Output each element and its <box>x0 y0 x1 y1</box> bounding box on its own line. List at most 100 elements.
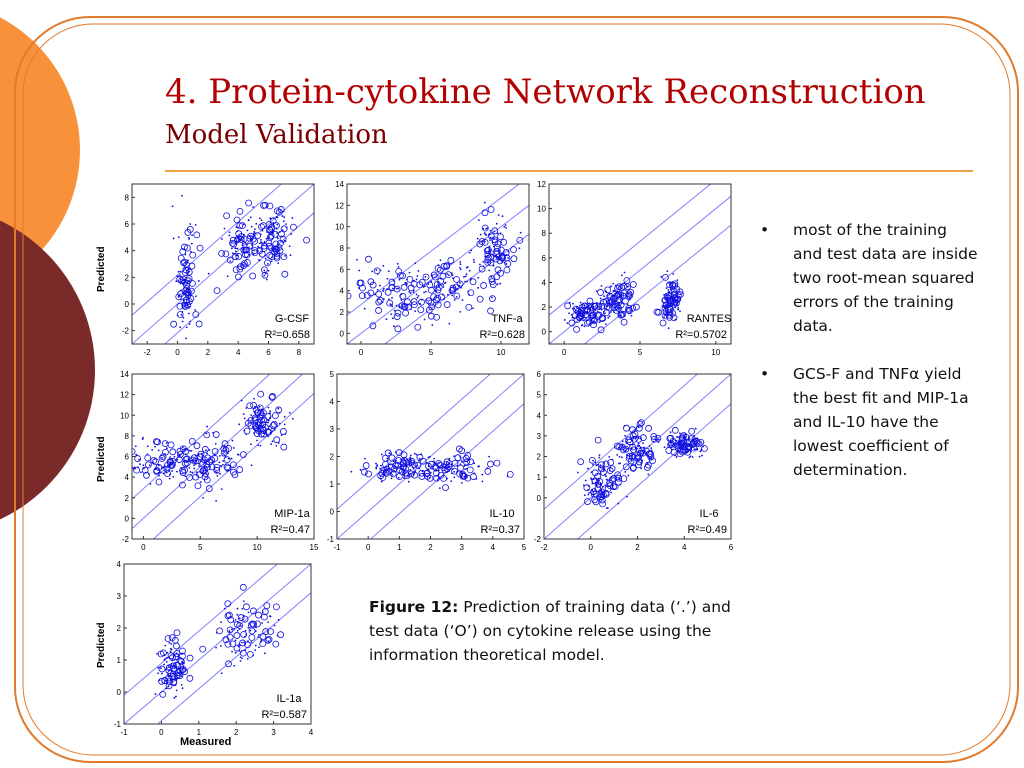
test-point <box>596 478 604 485</box>
training-point <box>648 444 651 447</box>
slide-subtitle: Model Validation <box>165 120 388 150</box>
training-point <box>442 286 445 288</box>
training-point <box>395 304 398 307</box>
training-point <box>495 222 498 225</box>
test-point <box>254 232 261 240</box>
training-point <box>241 641 243 644</box>
test-point <box>582 311 590 319</box>
test-point <box>688 427 696 435</box>
test-point <box>659 319 667 327</box>
training-point <box>459 263 462 266</box>
training-point <box>460 286 462 289</box>
test-point <box>213 463 221 471</box>
test-point <box>179 248 187 255</box>
training-point <box>596 463 599 466</box>
test-point <box>367 278 375 286</box>
training-point <box>587 493 590 496</box>
test-point <box>682 433 690 441</box>
x-tick-label: 0 <box>175 348 180 357</box>
training-point <box>499 282 502 285</box>
training-point <box>473 261 476 264</box>
test-point <box>464 452 472 459</box>
training-point <box>388 452 391 454</box>
test-point <box>452 283 460 291</box>
training-point <box>610 311 612 313</box>
test-point <box>257 409 265 417</box>
test-point <box>469 278 477 286</box>
training-point <box>159 471 162 474</box>
test-point <box>637 419 645 427</box>
training-point <box>518 247 521 250</box>
training-point <box>268 425 271 428</box>
training-point <box>237 453 240 456</box>
training-point <box>270 260 273 263</box>
test-point <box>365 470 372 478</box>
test-point <box>367 289 375 297</box>
training-point <box>189 223 192 225</box>
test-point <box>679 433 686 441</box>
training-point <box>647 473 650 476</box>
training-point <box>222 463 224 466</box>
test-point <box>208 456 215 464</box>
y-tick-label: 0 <box>537 494 542 503</box>
test-point <box>665 292 673 299</box>
x-tick-label: 5 <box>522 543 527 552</box>
training-point <box>477 286 480 289</box>
y-tick-label: -2 <box>534 535 542 544</box>
training-point <box>154 693 157 695</box>
training-point <box>379 284 381 287</box>
test-point <box>263 602 271 610</box>
bullet-text: GCS-F and TNFα yield the best fit and MI… <box>793 365 969 479</box>
test-point <box>199 645 207 653</box>
training-point <box>390 477 393 480</box>
test-point <box>625 290 633 298</box>
test-point <box>369 281 377 289</box>
training-point <box>216 474 219 477</box>
training-point <box>421 470 424 473</box>
test-point <box>406 275 414 283</box>
test-point <box>365 255 372 263</box>
training-point <box>415 278 418 281</box>
training-point <box>389 303 392 306</box>
training-point <box>414 470 417 473</box>
training-point <box>271 440 274 443</box>
test-point <box>265 239 273 247</box>
training-point <box>356 258 358 261</box>
training-point <box>393 325 395 328</box>
training-point <box>246 229 249 232</box>
test-point <box>402 309 409 317</box>
training-point <box>595 301 598 304</box>
test-point <box>626 307 633 315</box>
test-point <box>395 268 403 275</box>
x-tick-label: 2 <box>206 348 211 357</box>
training-point <box>382 264 385 267</box>
test-point <box>671 426 679 434</box>
test-point <box>445 271 452 279</box>
training-point <box>380 453 383 456</box>
test-point <box>175 456 183 463</box>
bullet-item: • GCS-F and TNFα yield the best fit and … <box>760 362 980 482</box>
y-tick-label: 2 <box>542 303 547 312</box>
test-point <box>199 466 207 474</box>
test-point <box>224 640 232 648</box>
training-point <box>364 457 366 460</box>
training-point <box>250 225 253 228</box>
training-point <box>455 295 458 298</box>
test-point <box>392 462 399 470</box>
training-point <box>261 418 263 421</box>
training-point <box>604 312 606 315</box>
training-point <box>669 431 672 434</box>
test-point <box>619 446 627 454</box>
test-point <box>168 461 176 469</box>
training-point <box>258 259 261 262</box>
test-point <box>625 293 633 300</box>
training-point <box>483 240 485 243</box>
test-point <box>360 468 368 476</box>
test-point <box>576 309 584 317</box>
test-point <box>619 310 627 318</box>
training-point <box>266 421 269 424</box>
test-point <box>231 471 239 479</box>
training-point <box>171 205 174 208</box>
training-point <box>157 449 160 452</box>
training-point <box>409 456 412 459</box>
